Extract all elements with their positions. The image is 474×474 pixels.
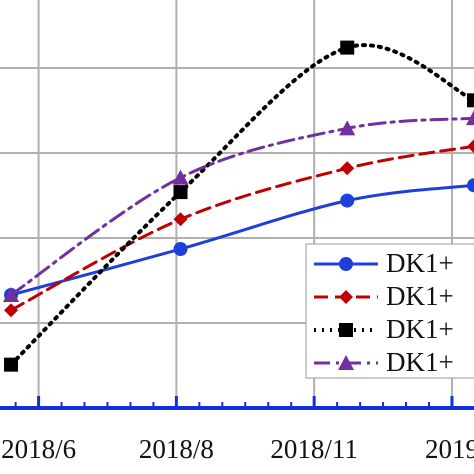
- marker: [173, 185, 188, 200]
- series-line: [9, 43, 474, 367]
- legend-marker: [339, 323, 353, 337]
- legend-label: DK1+: [386, 347, 454, 377]
- marker: [340, 193, 355, 208]
- marker: [173, 212, 188, 227]
- series-line: [9, 116, 474, 297]
- marker: [467, 139, 474, 154]
- series-line: [9, 183, 474, 297]
- marker: [4, 303, 19, 318]
- marker: [172, 169, 189, 185]
- x-tick-label: 2019: [425, 434, 474, 464]
- legend-label: DK1+: [386, 281, 454, 311]
- marker: [340, 40, 355, 55]
- marker: [467, 178, 474, 193]
- marker: [339, 120, 356, 136]
- legend-label: DK1+: [386, 248, 454, 278]
- x-tick-label: 2018/8: [139, 434, 214, 464]
- marker: [4, 357, 19, 372]
- marker: [466, 110, 474, 126]
- x-tick-label: 2018/6: [1, 434, 76, 464]
- series-line: [9, 144, 474, 312]
- marker: [173, 242, 188, 257]
- x-tick-label: 2018/11: [270, 434, 358, 464]
- legend-box: [305, 243, 474, 379]
- marker: [467, 93, 474, 108]
- legend-label: DK1+: [386, 314, 454, 344]
- legend-marker: [339, 290, 353, 304]
- legend-marker: [338, 355, 354, 370]
- legend-marker: [339, 257, 353, 271]
- marker: [340, 161, 355, 176]
- marker: [3, 286, 20, 302]
